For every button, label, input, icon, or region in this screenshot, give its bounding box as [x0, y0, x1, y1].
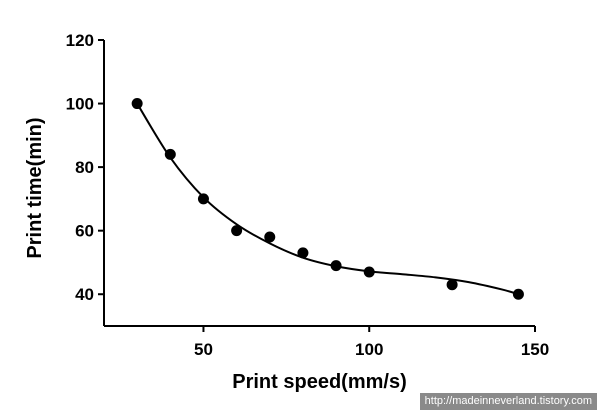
x-ticks: 50 100 150: [194, 326, 549, 359]
y-axis-label: Print time(min): [24, 117, 46, 258]
x-tick-label: 150: [521, 340, 549, 359]
y-tick-label: 60: [75, 222, 94, 241]
x-tick-label: 50: [194, 340, 213, 359]
data-point: [512, 288, 524, 300]
axes: [103, 40, 535, 327]
data-point: [297, 247, 309, 259]
data-point: [231, 225, 243, 237]
data-point: [197, 193, 209, 205]
y-tick-label: 100: [66, 95, 94, 114]
y-ticks: 40 60 80 100 120: [66, 31, 104, 304]
watermark-url: http://madeinneverland.tistory.com: [419, 393, 597, 410]
x-tick-label: 100: [355, 340, 383, 359]
data-point: [446, 279, 458, 291]
data-point: [164, 148, 176, 160]
y-tick-label: 80: [75, 158, 94, 177]
y-tick-label: 120: [66, 31, 94, 50]
data-point: [363, 266, 375, 278]
y-tick-label: 40: [75, 285, 94, 304]
x-axis-label: Print speed(mm/s): [232, 371, 406, 393]
fit-curve: [136, 103, 519, 296]
data-point: [330, 260, 342, 272]
data-point: [264, 231, 276, 243]
data-points: [131, 98, 524, 300]
data-point: [131, 98, 143, 110]
